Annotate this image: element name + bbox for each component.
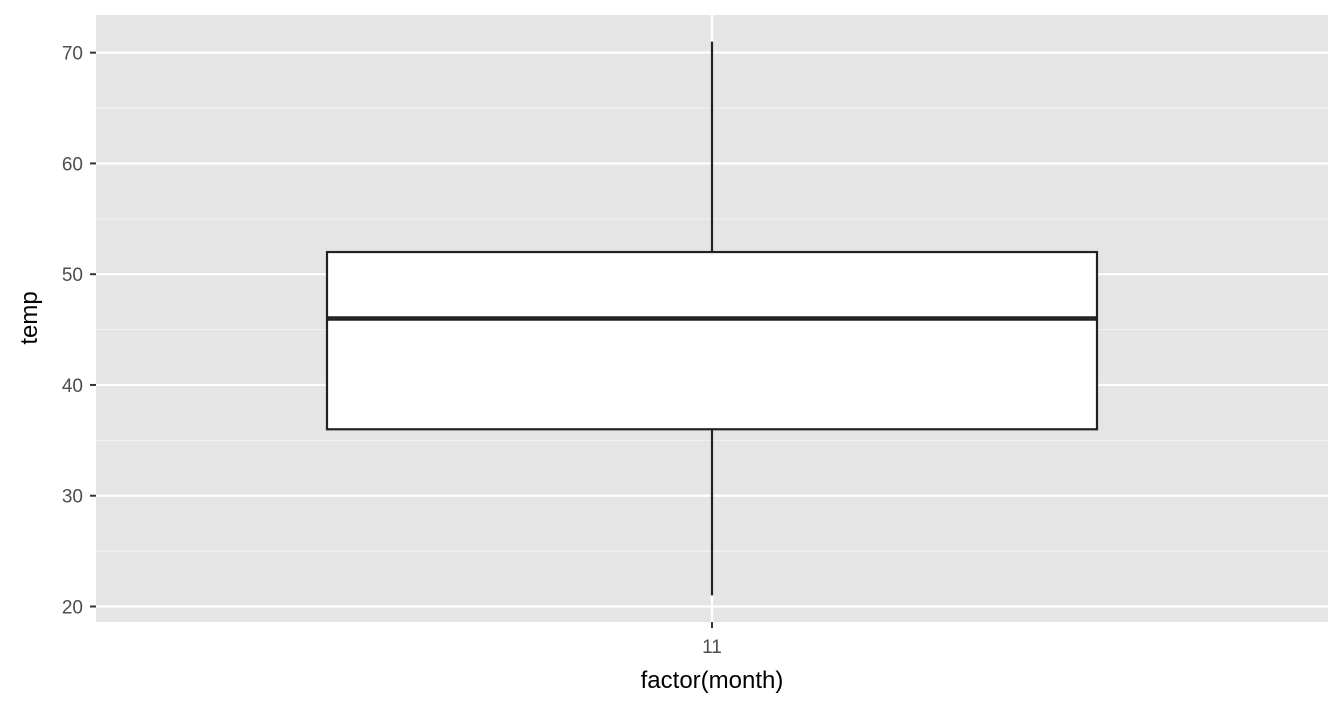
y-tick-label: 50 [62, 265, 83, 286]
x-tick-label: 11 [702, 637, 722, 658]
y-tick-label: 40 [62, 376, 83, 397]
y-tick-label: 20 [62, 597, 83, 618]
y-tick-label: 70 [62, 44, 83, 65]
x-axis: 11 [702, 622, 722, 658]
y-tick-label: 30 [62, 487, 83, 508]
x-axis-title: factor(month) [641, 667, 784, 694]
boxplot-layer [325, 41, 1099, 596]
y-axis: 20 30 40 50 60 70 [62, 44, 96, 618]
box-iqr [325, 250, 1099, 431]
y-axis-title: temp [16, 291, 43, 344]
y-tick-label: 60 [62, 154, 83, 175]
